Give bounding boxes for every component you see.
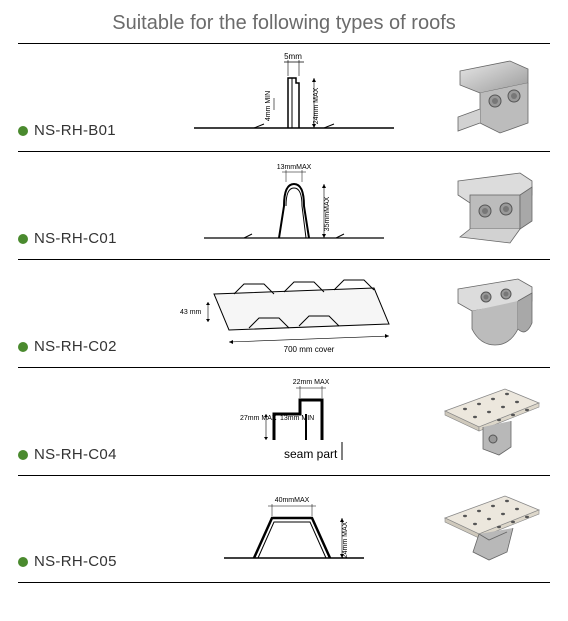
clamp-render [430, 260, 550, 363]
label-cell: NS-RH-C01 [18, 230, 158, 255]
bullet-icon [18, 126, 28, 136]
profile-diagram: 40mmMAX 24mm MAX [158, 476, 430, 578]
dim-top: 13mmMAX [277, 164, 312, 171]
bullet-icon [18, 557, 28, 567]
clamp-render [430, 152, 550, 255]
roof-row: NS-RH-C02 43 mm 700 [18, 259, 550, 367]
roof-row: NS-RH-B01 5mm 24mm MAX [18, 43, 550, 151]
dim-h2: 13mm MIN [280, 415, 314, 422]
dim-cover: 700 mm cover [284, 345, 335, 354]
model-label: NS-RH-B01 [34, 122, 116, 139]
bullet-icon [18, 342, 28, 352]
caption: seam part [284, 447, 338, 461]
model-label: NS-RH-C04 [34, 446, 117, 463]
dim-h: 24mm MAX [313, 87, 320, 124]
clamp-render [430, 476, 550, 578]
dim-top: 40mmMAX [275, 497, 310, 504]
dim-h: 35mmMAX [324, 196, 331, 231]
model-label: NS-RH-C02 [34, 338, 117, 355]
bullet-icon [18, 450, 28, 460]
page-title: Suitable for the following types of roof… [18, 12, 550, 35]
label-cell: NS-RH-C05 [18, 553, 158, 578]
roof-compatibility-table: Suitable for the following types of roof… [0, 0, 568, 621]
model-label: NS-RH-C01 [34, 230, 117, 247]
model-label: NS-RH-C05 [34, 553, 117, 570]
dim-rib: 43 mm [180, 309, 202, 316]
profile-diagram: 43 mm 700 mm cover [158, 260, 430, 363]
profile-diagram: 5mm 24mm MAX 4mm MIN [158, 44, 430, 147]
roof-row: NS-RH-C01 13mmMAX 35mmMAX [18, 151, 550, 259]
bullet-icon [18, 234, 28, 244]
dim-top: 5mm [284, 52, 302, 61]
label-cell: NS-RH-B01 [18, 122, 158, 147]
label-cell: NS-RH-C02 [18, 338, 158, 363]
clamp-render [430, 368, 550, 471]
profile-diagram: 13mmMAX 35mmMAX [158, 152, 430, 255]
roof-row: NS-RH-C05 40mmMAX 24mm MAX [18, 475, 550, 583]
clamp-render [430, 44, 550, 147]
dim-gap: 4mm MIN [265, 91, 272, 121]
dim-top: 22mm MAX [293, 379, 330, 386]
label-cell: NS-RH-C04 [18, 446, 158, 471]
dim-h: 24mm MAX [342, 521, 349, 558]
profile-diagram: 22mm MAX 27mm MAX 13mm MIN seam part [158, 368, 430, 471]
dim-h1: 27mm MAX [240, 415, 277, 422]
roof-row: NS-RH-C04 22mm MAX 27mm MAX 13mm MIN sea… [18, 367, 550, 475]
